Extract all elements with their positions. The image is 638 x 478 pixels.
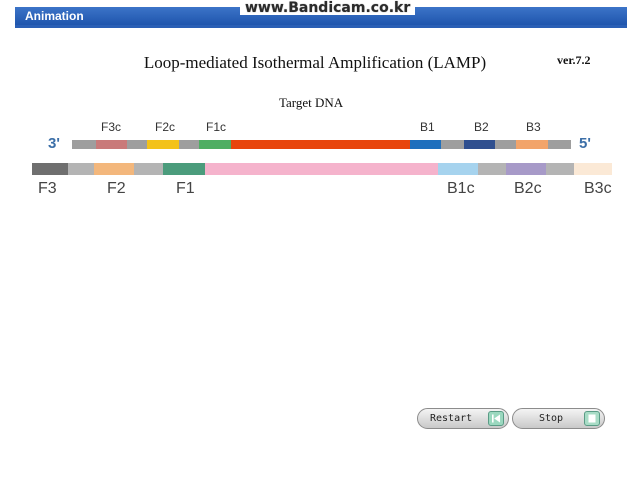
segment-b2c bbox=[506, 163, 546, 175]
segment-b3 bbox=[516, 140, 548, 149]
label-f2c: F2c bbox=[155, 120, 176, 134]
segment-f2c bbox=[147, 140, 179, 149]
segment-f1c bbox=[199, 140, 231, 149]
label-b3c: B3c bbox=[584, 180, 612, 197]
label-b3: B3 bbox=[526, 120, 541, 134]
segment-b1c bbox=[438, 163, 478, 175]
top-strand bbox=[72, 140, 571, 149]
segment-f2 bbox=[94, 163, 134, 175]
label-f3c: F3c bbox=[101, 120, 122, 134]
header-title: Animation bbox=[25, 9, 84, 23]
stop-button-label: Stop bbox=[539, 413, 564, 424]
bottom-strand bbox=[32, 163, 612, 175]
label-f2: F2 bbox=[107, 180, 126, 197]
restart-button-label: Restart bbox=[430, 413, 473, 424]
watermark: www.Bandicam.co.kr bbox=[240, 1, 416, 15]
segment-target bbox=[231, 140, 410, 149]
stop-icon bbox=[584, 411, 600, 426]
label-f3: F3 bbox=[38, 180, 57, 197]
label-f1c: F1c bbox=[206, 120, 227, 134]
label-f1: F1 bbox=[176, 180, 195, 197]
label-b2c: B2c bbox=[514, 180, 542, 197]
restart-button[interactable]: Restart bbox=[417, 408, 509, 429]
segment-f3c bbox=[96, 140, 127, 149]
label-b2: B2 bbox=[474, 120, 489, 134]
segment-b1 bbox=[410, 140, 441, 149]
segment-complement bbox=[205, 163, 438, 175]
header-bar: Animation bbox=[15, 7, 627, 28]
page-title: Loop-mediated Isothermal Amplification (… bbox=[143, 53, 487, 72]
restart-icon bbox=[488, 411, 504, 426]
segment-f3 bbox=[32, 163, 68, 175]
label-b1c: B1c bbox=[447, 180, 475, 197]
strand-end-5-prime: 5' bbox=[579, 135, 591, 152]
segment-b3c bbox=[574, 163, 612, 175]
target-dna-label: Target DNA bbox=[279, 95, 344, 110]
stop-button[interactable]: Stop bbox=[512, 408, 605, 429]
version-label: ver.7.2 bbox=[557, 53, 591, 67]
segment-f1 bbox=[163, 163, 205, 175]
segment-b2 bbox=[464, 140, 495, 149]
strand-end-3-prime: 3' bbox=[48, 135, 60, 152]
label-b1: B1 bbox=[420, 120, 435, 134]
